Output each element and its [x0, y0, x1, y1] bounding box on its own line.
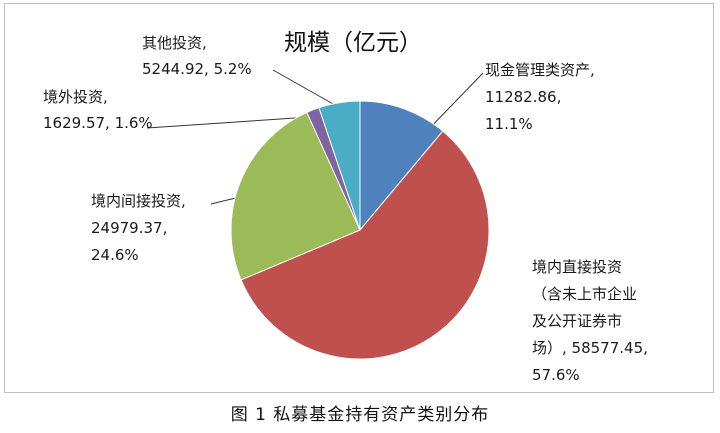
slice-label-domestic-indirect: 境内间接投资, 24979.37, 24.6%: [91, 192, 186, 264]
slice-label-cash-management: 现金管理类资产, 11282.86, 11.1%: [485, 61, 595, 133]
slice-label-line: 11.1%: [485, 115, 533, 133]
chart-title: 规模（亿元）: [284, 30, 422, 56]
slice-label-line: 24.6%: [91, 246, 139, 264]
slice-label-line: 境外投资,: [43, 88, 108, 106]
pie-slice-domestic-direct: [240, 130, 490, 360]
figure-caption: 图 1 私募基金持有资产类别分布: [230, 405, 490, 425]
slice-label-line: 境内间接投资,: [91, 192, 186, 210]
slice-label-line: 境内直接投资: [532, 258, 622, 276]
slice-label-other: 其他投资, 5244.92, 5.2%: [142, 34, 252, 78]
slice-label-domestic-direct: 境内直接投资 （含未上市企业及公开证券市场）, 58577.45, 57.6%: [532, 258, 648, 384]
leader-line-overseas: [146, 116, 311, 129]
slice-labels: 现金管理类资产, 11282.86, 11.1% 境内直接投资 （含未上市企业及公开证券…: [43, 34, 648, 384]
pie-slice-domestic-indirect: [230, 111, 361, 281]
slice-label-line: 11282.86,: [485, 88, 561, 106]
slice-label-line: 1629.57, 1.6%: [43, 114, 153, 132]
pie-slice-cash-management: [359, 100, 444, 232]
slice-label-line: 及公开证券市: [532, 312, 622, 330]
slice-label-line: （含未上市企业: [532, 285, 637, 303]
pie-slice-other: [318, 100, 361, 231]
slice-label-line: 场）, 58577.45,: [532, 339, 648, 357]
slice-label-line: 24979.37,: [91, 219, 167, 237]
slice-label-line: 57.6%: [532, 366, 580, 384]
chart-frame: 规模（亿元） 现金管理类资产, 11282.86, 11.1% 境内直接投资 （含未上市…: [4, 3, 714, 393]
pie-slices: [230, 100, 490, 360]
slice-label-line: 现金管理类资产,: [485, 61, 595, 79]
slice-label-line: 5244.92, 5.2%: [142, 60, 252, 78]
leader-line-other: [272, 69, 343, 110]
slice-label-line: 其他投资,: [142, 34, 207, 52]
pie-chart: 规模（亿元） 现金管理类资产, 11282.86, 11.1% 境内直接投资 （含未上市…: [43, 30, 648, 384]
slice-label-overseas: 境外投资, 1629.57, 1.6%: [43, 88, 153, 132]
